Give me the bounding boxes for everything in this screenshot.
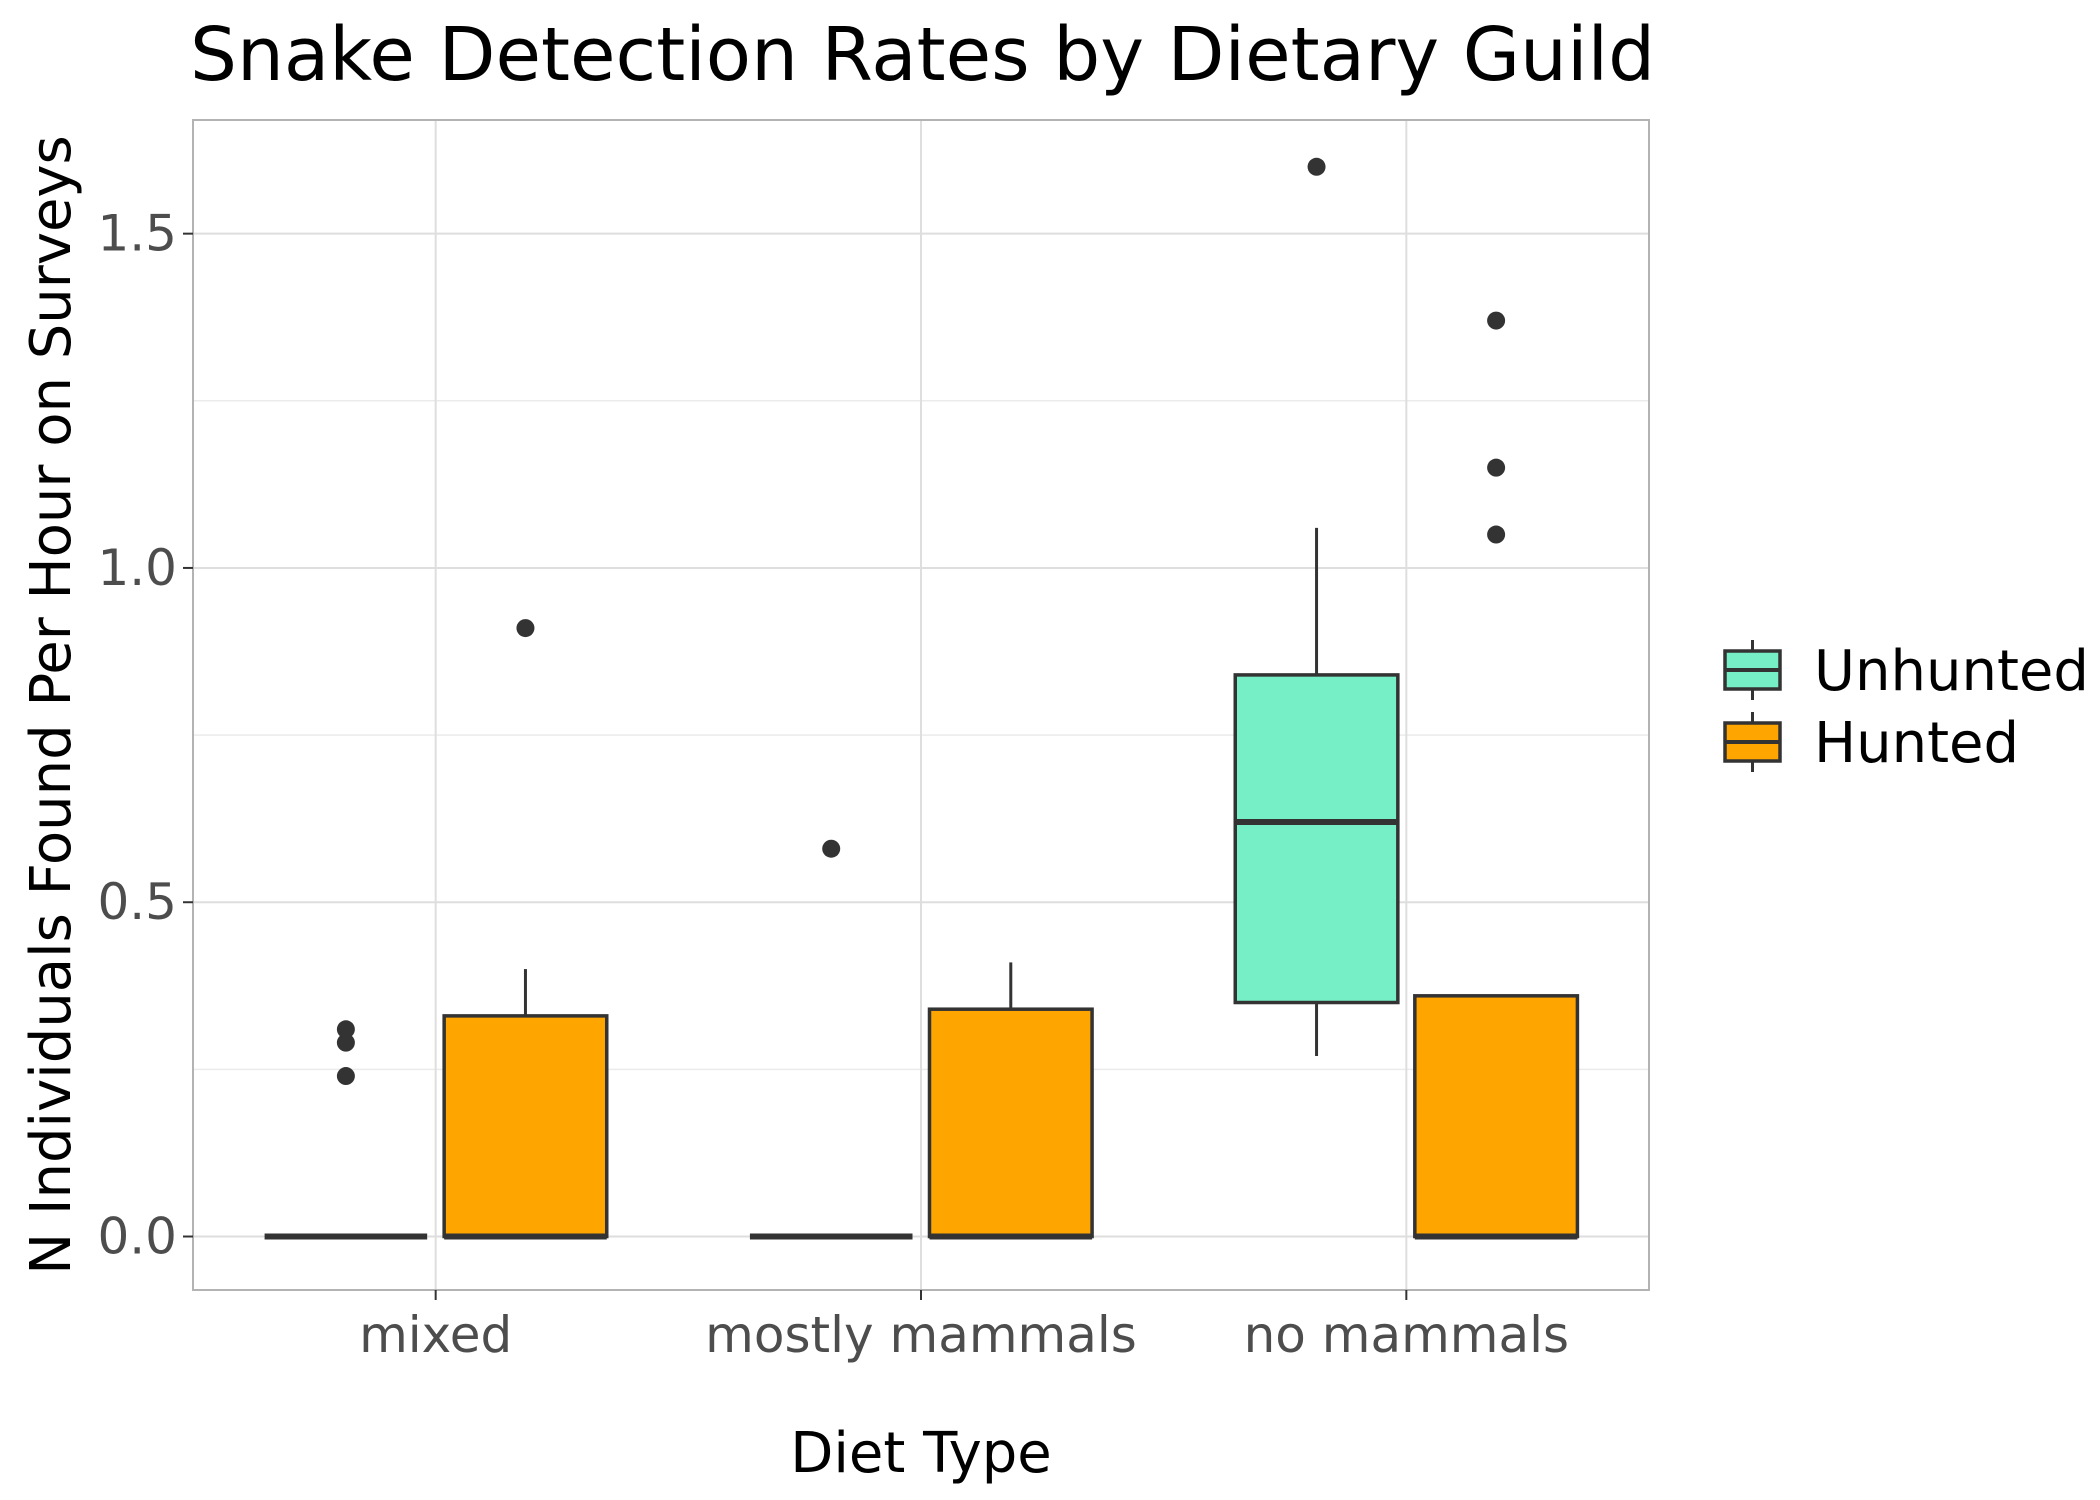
grid-lines	[193, 120, 1649, 1290]
legend: Unhunted Hunted	[1723, 639, 2089, 776]
chart-title: Snake Detection Rates by Dietary Guild	[190, 12, 1655, 98]
outlier-point	[336, 1020, 355, 1039]
x-axis-title: Diet Type	[790, 1421, 1052, 1486]
outlier-point	[336, 1033, 355, 1052]
outlier-point	[1307, 157, 1326, 176]
x-axis: mixed mostly mammals no mammals	[359, 1290, 1569, 1364]
y-tick-label: 0.0	[97, 1208, 177, 1266]
box-hunted-mixed	[442, 619, 609, 1240]
legend-item-unhunted: Unhunted	[1723, 639, 2089, 704]
iqr-box	[442, 1014, 609, 1239]
x-tick-label: mixed	[359, 1306, 512, 1364]
x-tick-label: mostly mammals	[705, 1306, 1137, 1364]
legend-label: Hunted	[1814, 711, 2019, 776]
legend-label: Unhunted	[1814, 639, 2089, 704]
outlier-point	[1487, 311, 1506, 330]
outlier-point	[336, 1067, 355, 1086]
y-tick-label: 0.5	[97, 873, 177, 931]
y-axis-title: N Individuals Found Per Hour on Surveys	[19, 135, 84, 1274]
box-series	[264, 157, 1580, 1240]
iqr-box	[1413, 994, 1580, 1239]
box-hunted-mostly-mammals	[927, 962, 1094, 1240]
legend-item-hunted: Hunted	[1723, 711, 2019, 776]
outlier-point	[1487, 458, 1506, 477]
box-hunted-no-mammals	[1413, 311, 1580, 1240]
y-axis: 0.0 0.5 1.0 1.5	[97, 205, 193, 1266]
outlier-point	[1487, 525, 1506, 544]
box-unhunted-mostly-mammals	[749, 839, 913, 1240]
y-tick-label: 1.5	[97, 205, 177, 263]
y-tick-label: 1.0	[97, 539, 177, 597]
box-unhunted-mixed	[264, 1020, 428, 1240]
box-unhunted-no-mammals	[1233, 157, 1400, 1056]
x-tick-label: no mammals	[1244, 1306, 1570, 1364]
iqr-box	[1233, 673, 1400, 1005]
outlier-point	[516, 619, 535, 638]
outlier-point	[822, 839, 841, 858]
iqr-box	[927, 1007, 1094, 1239]
